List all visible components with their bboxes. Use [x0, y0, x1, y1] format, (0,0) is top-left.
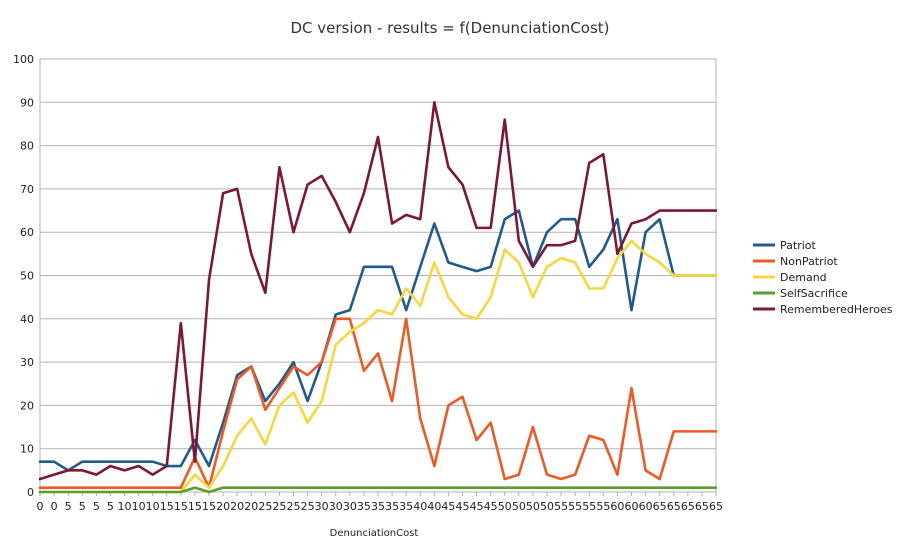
- x-tick-label: 5: [107, 500, 114, 513]
- x-tick-label: 5: [93, 500, 100, 513]
- y-tick-label: 10: [20, 443, 34, 456]
- x-tick-label: 20: [216, 500, 230, 513]
- x-tick-label: 25: [301, 500, 315, 513]
- legend-label-rememberedheroes: RememberedHeroes: [780, 303, 893, 316]
- y-tick-label: 80: [20, 140, 34, 153]
- y-tick-label: 100: [13, 53, 34, 66]
- x-tick-label: 10: [118, 500, 132, 513]
- x-tick-label: 55: [554, 500, 568, 513]
- legend-label-demand: Demand: [780, 271, 827, 284]
- x-tick-label: 35: [385, 500, 399, 513]
- x-tick-label: 25: [258, 500, 272, 513]
- x-tick-label: 35: [371, 500, 385, 513]
- x-tick-label: 60: [610, 500, 624, 513]
- y-tick-label: 70: [20, 183, 34, 196]
- chart-title: DC version - results = f(DenunciationCos…: [290, 19, 609, 37]
- x-tick-label: 5: [79, 500, 86, 513]
- x-tick-label: 30: [315, 500, 329, 513]
- x-tick-label: 55: [568, 500, 582, 513]
- x-tick-label: 50: [512, 500, 526, 513]
- series-line-selfsacrifice: [38, 486, 718, 494]
- x-tick-label: 65: [667, 500, 681, 513]
- y-tick-label: 60: [20, 226, 34, 239]
- x-tick-label: 65: [653, 500, 667, 513]
- y-tick-label: 20: [20, 399, 34, 412]
- x-tick-label: 25: [287, 500, 301, 513]
- series-line-nonpatriot: [38, 317, 718, 489]
- x-tick-label: 15: [160, 500, 174, 513]
- x-tick-label: 25: [272, 500, 286, 513]
- legend-label-selfsacrifice: SelfSacrifice: [780, 287, 848, 300]
- series-line-demand: [38, 239, 718, 494]
- x-tick-label: 15: [202, 500, 216, 513]
- x-tick-label: 65: [695, 500, 709, 513]
- legend-label-nonpatriot: NonPatriot: [780, 255, 838, 268]
- x-tick-label: 10: [132, 500, 146, 513]
- x-tick-label: 50: [498, 500, 512, 513]
- x-tick-label: 15: [188, 500, 202, 513]
- x-tick-label: 15: [174, 500, 188, 513]
- x-tick-label: 40: [427, 500, 441, 513]
- x-tick-label: 20: [244, 500, 258, 513]
- x-tick-label: 0: [51, 500, 58, 513]
- x-tick-label: 35: [357, 500, 371, 513]
- x-tick-label: 50: [526, 500, 540, 513]
- series-line-rememberedheroes: [38, 101, 718, 481]
- series-lines: [38, 101, 718, 494]
- x-tick-label: 35: [399, 500, 413, 513]
- x-tick-label: 45: [484, 500, 498, 513]
- series-line-patriot: [38, 209, 718, 472]
- x-tick-label: 60: [639, 500, 653, 513]
- x-tick-label: 65: [681, 500, 695, 513]
- x-tick-label: 5: [65, 500, 72, 513]
- y-axis: 0 10 20 30 40 50 60 70 80 90 100: [13, 53, 34, 499]
- y-tick-label: 30: [20, 356, 34, 369]
- legend: Patriot NonPatriot Demand SelfSacrifice Reme…: [753, 239, 893, 316]
- x-tick-label: 55: [582, 500, 596, 513]
- gridlines: [40, 58, 716, 493]
- x-tick-label: 45: [441, 500, 455, 513]
- x-tick-label: 45: [470, 500, 484, 513]
- x-tick-label: 40: [413, 500, 427, 513]
- x-tick-label: 0: [37, 500, 44, 513]
- x-tick-label: 45: [456, 500, 470, 513]
- legend-label-patriot: Patriot: [780, 239, 817, 252]
- x-tick-label: 65: [709, 500, 723, 513]
- y-tick-label: 0: [27, 486, 34, 499]
- x-axis: 0 0 5 5 5 5 10 10 10 15 15 15 15 20 20 20 25 25 25 25 30 30 30…: [37, 492, 723, 513]
- x-tick-label: 30: [329, 500, 343, 513]
- x-tick-label: 55: [596, 500, 610, 513]
- x-tick-label: 50: [540, 500, 554, 513]
- x-tick-label: 30: [343, 500, 357, 513]
- y-tick-label: 40: [20, 313, 34, 326]
- x-tick-label: 20: [230, 500, 244, 513]
- y-tick-label: 90: [20, 96, 34, 109]
- x-axis-title: DenunciationCost: [330, 528, 419, 539]
- y-tick-label: 50: [20, 270, 34, 283]
- x-tick-label: 10: [146, 500, 160, 513]
- x-tick-label: 60: [625, 500, 639, 513]
